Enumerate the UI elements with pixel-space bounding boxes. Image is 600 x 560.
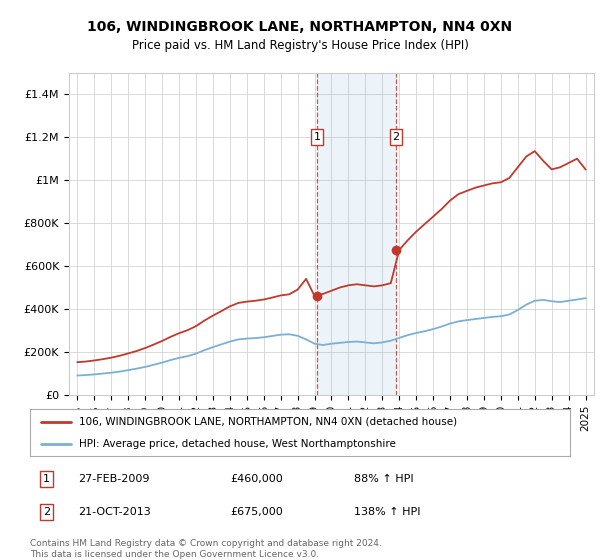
Text: 21-OCT-2013: 21-OCT-2013 xyxy=(79,507,151,517)
Text: 138% ↑ HPI: 138% ↑ HPI xyxy=(354,507,421,517)
Bar xyxy=(317,73,396,395)
Text: 88% ↑ HPI: 88% ↑ HPI xyxy=(354,474,413,484)
Text: HPI: Average price, detached house, West Northamptonshire: HPI: Average price, detached house, West… xyxy=(79,438,395,449)
Text: 2: 2 xyxy=(43,507,50,517)
Text: Price paid vs. HM Land Registry's House Price Index (HPI): Price paid vs. HM Land Registry's House … xyxy=(131,39,469,52)
Text: £460,000: £460,000 xyxy=(230,474,283,484)
Text: 1: 1 xyxy=(314,132,320,142)
Text: 106, WINDINGBROOK LANE, NORTHAMPTON, NN4 0XN: 106, WINDINGBROOK LANE, NORTHAMPTON, NN4… xyxy=(88,20,512,34)
Text: 106, WINDINGBROOK LANE, NORTHAMPTON, NN4 0XN (detached house): 106, WINDINGBROOK LANE, NORTHAMPTON, NN4… xyxy=(79,417,457,427)
Text: £675,000: £675,000 xyxy=(230,507,283,517)
Text: 2: 2 xyxy=(392,132,400,142)
Text: 27-FEB-2009: 27-FEB-2009 xyxy=(79,474,150,484)
Text: 1: 1 xyxy=(43,474,50,484)
Text: Contains HM Land Registry data © Crown copyright and database right 2024.
This d: Contains HM Land Registry data © Crown c… xyxy=(30,539,382,559)
